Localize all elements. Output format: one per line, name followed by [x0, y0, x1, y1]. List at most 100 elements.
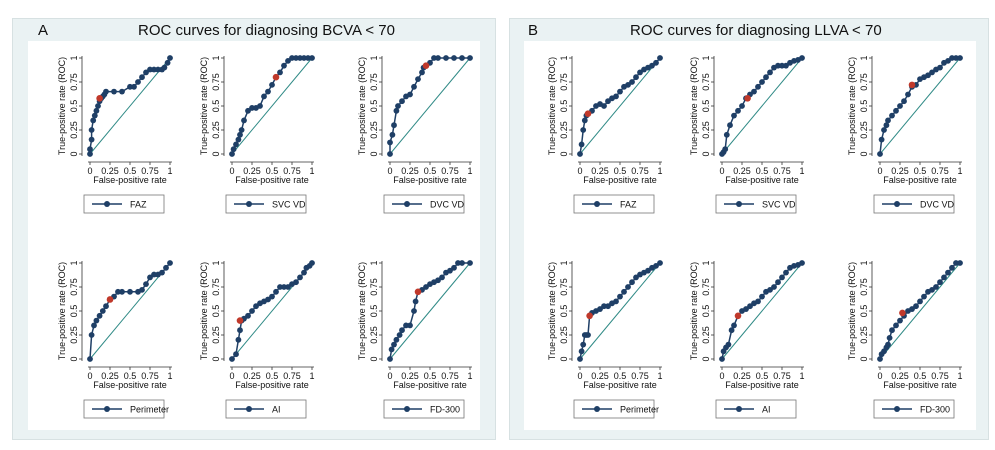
x-tick-label: 1 [309, 371, 314, 381]
roc-point [387, 139, 393, 146]
roc-point [391, 122, 397, 129]
roc-point [388, 346, 395, 353]
x-axis-label: False-positive rate [725, 380, 799, 390]
roc-point [93, 107, 100, 114]
panel-a-title: ROC curves for diagnosing BCVA < 70 [138, 22, 395, 39]
cutoff-marker [106, 296, 114, 303]
x-tick-label: 0.75 [283, 166, 301, 176]
y-axis-label: True-positive rate (ROC) [847, 57, 857, 155]
roc-point [443, 55, 449, 61]
cutoff-marker [236, 317, 244, 324]
y-tick-label: 0.75 [559, 73, 569, 91]
roc-point [953, 260, 959, 266]
x-tick-label: 0.5 [266, 166, 279, 176]
y-tick-label: 1 [369, 260, 379, 265]
legend-marker [246, 406, 252, 412]
reference-line [721, 262, 803, 360]
roc-point [91, 112, 98, 119]
y-tick-label: 0.75 [211, 73, 221, 91]
y-tick-label: 0.5 [69, 100, 79, 113]
roc-point [399, 98, 405, 105]
roc-point [731, 112, 737, 119]
roc-point [396, 332, 403, 338]
y-tick-label: 0 [69, 356, 79, 361]
roc-point [755, 298, 761, 305]
roc-point [103, 303, 109, 310]
x-axis-label: False-positive rate [393, 175, 467, 185]
roc-point [399, 327, 405, 334]
roc-point [653, 262, 659, 269]
roc-point [585, 332, 591, 338]
roc-point [229, 356, 235, 362]
roc-point [415, 76, 421, 83]
legend-box [715, 194, 797, 214]
roc-point [909, 306, 915, 312]
roc-point [617, 88, 623, 95]
y-tick-label: 0 [369, 356, 379, 361]
roc-point [90, 117, 97, 124]
roc-point [771, 284, 777, 290]
roc-point [621, 288, 627, 295]
reference-line [579, 57, 661, 155]
y-tick-label: 1 [701, 55, 711, 60]
roc-point [88, 136, 95, 143]
x-tick-label: 0 [719, 166, 724, 176]
y-tick-label: 0 [559, 356, 569, 361]
roc-point [459, 55, 465, 61]
roc-point [783, 269, 789, 276]
roc-point [613, 298, 619, 305]
y-tick-label: 1 [859, 55, 869, 60]
x-tick-label: 1 [467, 166, 472, 176]
legend-marker [736, 201, 742, 207]
x-tick-label: 0.5 [124, 166, 137, 176]
roc-point [723, 131, 730, 138]
legend-box [383, 399, 465, 419]
x-tick-label: 0 [877, 166, 882, 176]
legend-label: FAZ [620, 200, 637, 210]
x-axis-label: False-positive rate [393, 380, 467, 390]
x-tick-label: 0.5 [266, 371, 279, 381]
roc-point [87, 151, 93, 157]
roc-point [893, 322, 899, 329]
roc-point [929, 69, 935, 76]
legend-label: FD-300 [920, 405, 950, 415]
roc-point [727, 122, 733, 129]
x-tick-label: 1 [957, 371, 962, 381]
x-tick-label: 0.5 [614, 371, 627, 381]
x-tick-label: 0 [577, 166, 582, 176]
y-axis-label: True-positive rate (ROC) [199, 57, 209, 155]
legend-label: AI [762, 405, 771, 415]
roc-point [617, 293, 623, 300]
y-tick-label: 0.25 [559, 121, 569, 139]
x-tick-label: 0.25 [891, 166, 909, 176]
x-tick-label: 0.75 [441, 166, 459, 176]
roc-point [597, 306, 603, 312]
y-tick-label: 0.5 [859, 100, 869, 113]
y-tick-label: 0 [369, 151, 379, 156]
roc-point [411, 83, 417, 90]
roc-point [257, 103, 263, 109]
y-tick-label: 0.25 [701, 326, 711, 344]
y-tick-label: 0.75 [701, 278, 711, 296]
x-tick-label: 0.75 [141, 371, 159, 381]
legend-box [383, 194, 465, 214]
roc-point [779, 274, 785, 281]
roc-point [147, 274, 153, 281]
roc-point [625, 81, 631, 88]
roc-point [281, 284, 287, 290]
x-axis-label: False-positive rate [883, 380, 957, 390]
roc-point [799, 260, 805, 266]
legend-box [83, 194, 165, 214]
x-tick-label: 0 [387, 371, 392, 381]
roc-point [629, 79, 635, 85]
x-tick-label: 1 [957, 166, 962, 176]
roc-point [281, 62, 287, 69]
legend-box [873, 399, 955, 419]
roc-point [103, 88, 109, 95]
y-tick-label: 1 [701, 260, 711, 265]
x-tick-label: 1 [467, 371, 472, 381]
roc-point [578, 141, 585, 148]
